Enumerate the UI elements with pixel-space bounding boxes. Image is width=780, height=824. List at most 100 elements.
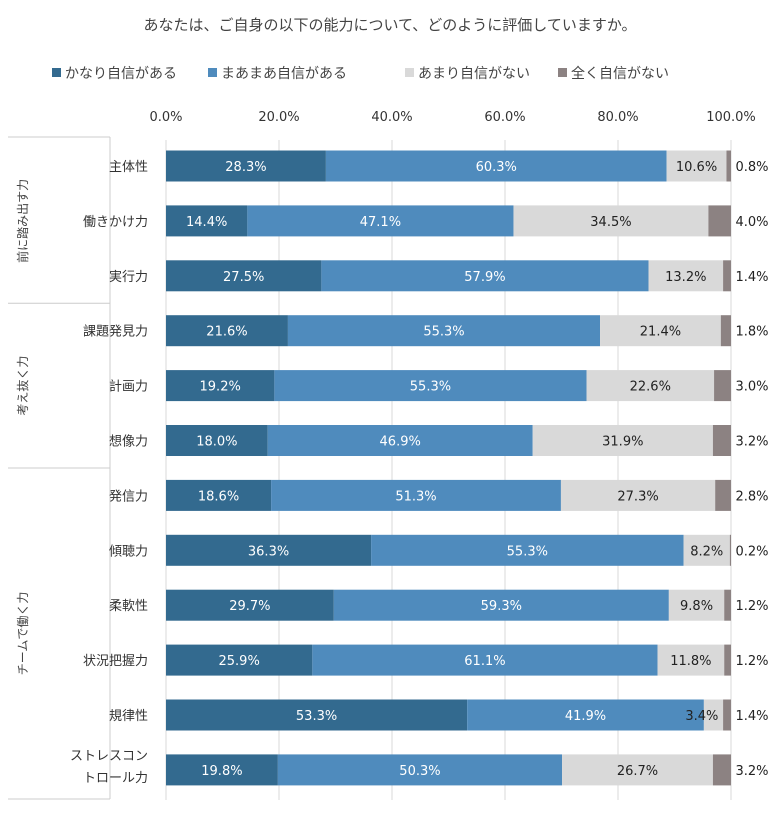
category-label: 主体性 bbox=[109, 160, 148, 175]
legend: かなり自信がある まあまあ自信がある あまり自信がない 全く自信がない bbox=[52, 65, 669, 82]
data-label: 41.9% bbox=[565, 709, 606, 724]
bar-segment bbox=[467, 699, 704, 731]
bar-segment bbox=[657, 644, 725, 676]
data-label: 60.3% bbox=[476, 160, 517, 175]
data-label: 55.3% bbox=[410, 380, 451, 395]
gridlines bbox=[165, 140, 732, 800]
x-tick-label: 100.0% bbox=[706, 110, 756, 125]
data-label: 27.5% bbox=[223, 270, 264, 285]
data-label: 3.2% bbox=[735, 435, 768, 450]
bar-segment bbox=[312, 644, 658, 676]
bar-segment bbox=[715, 479, 731, 511]
data-label: 1.4% bbox=[735, 270, 768, 285]
bar-segment bbox=[321, 260, 649, 292]
bar-segment bbox=[274, 370, 587, 402]
legend-swatch bbox=[208, 68, 217, 77]
data-label: 28.3% bbox=[225, 160, 266, 175]
bar-row: 発信力 18.6% 51.3% 27.3% 2.8% bbox=[109, 479, 769, 511]
data-label: 34.5% bbox=[590, 215, 631, 230]
bar-segment bbox=[714, 370, 731, 402]
bar-segment bbox=[166, 315, 288, 347]
bar-segment bbox=[271, 479, 561, 511]
data-label: 11.8% bbox=[670, 654, 711, 669]
bar-row: ストレスコントロール力 19.8% 50.3% 26.7% 3.2% bbox=[70, 749, 769, 786]
x-tick-label: 40.0% bbox=[371, 110, 412, 125]
bar-segment bbox=[287, 315, 601, 347]
bar-segment bbox=[708, 205, 731, 237]
group-label: 考え抜く力 bbox=[16, 356, 30, 416]
category-label: 発信力 bbox=[109, 489, 148, 504]
data-label: 19.2% bbox=[200, 380, 241, 395]
category-label: 傾聴力 bbox=[109, 544, 148, 559]
data-label: 59.3% bbox=[481, 599, 522, 614]
legend-swatch bbox=[558, 68, 567, 77]
bar-segment bbox=[325, 150, 667, 182]
bar-row: 想像力 18.0% 46.9% 31.9% 3.2% bbox=[109, 425, 769, 456]
data-label: 3.0% bbox=[735, 380, 768, 395]
data-label: 61.1% bbox=[464, 654, 505, 669]
x-tick-label: 0.0% bbox=[149, 110, 182, 125]
data-label: 9.8% bbox=[680, 599, 713, 614]
data-label: 46.9% bbox=[380, 435, 421, 450]
bar-segment bbox=[166, 370, 275, 402]
bar-segment bbox=[648, 260, 724, 292]
bar-segment bbox=[560, 479, 716, 511]
bar-segment bbox=[371, 534, 684, 566]
data-label: 2.8% bbox=[735, 489, 768, 504]
chart-title: あなたは、ご自身の以下の能力について、どのように評価していますか。 bbox=[143, 16, 636, 34]
data-label: 55.3% bbox=[507, 544, 548, 559]
group-label: 前に踏み出す力 bbox=[15, 179, 30, 263]
data-label: 26.7% bbox=[617, 764, 658, 779]
data-label: 22.6% bbox=[630, 380, 671, 395]
x-tick-label: 80.0% bbox=[597, 110, 638, 125]
bar-segment bbox=[683, 534, 730, 566]
bar-segment bbox=[267, 425, 533, 456]
x-axis-ticks: 0.0% 20.0% 40.0% 60.0% 80.0% 100.0% bbox=[149, 110, 755, 125]
bar-segment bbox=[720, 315, 731, 347]
data-label: 21.4% bbox=[640, 325, 681, 340]
bar-segment bbox=[666, 150, 727, 182]
bar-row: 柔軟性 29.7% 59.3% 9.8% 1.2% bbox=[109, 589, 769, 621]
data-label: 3.4% bbox=[685, 709, 718, 724]
category-label: 計画力 bbox=[109, 379, 148, 395]
data-label: 50.3% bbox=[399, 764, 440, 779]
bar-segment bbox=[166, 644, 313, 676]
bar-segment bbox=[723, 699, 731, 731]
data-label: 0.8% bbox=[735, 160, 768, 175]
bar-segment bbox=[166, 754, 278, 786]
bar-segment bbox=[562, 754, 713, 786]
category-label-line: トロール力 bbox=[83, 771, 148, 786]
bar-segment bbox=[600, 315, 721, 347]
bar-segment bbox=[723, 260, 731, 292]
bar-segment bbox=[586, 370, 715, 402]
category-label-line: ストレスコン bbox=[70, 749, 148, 764]
data-label: 4.0% bbox=[735, 215, 768, 230]
data-label: 8.2% bbox=[690, 544, 723, 559]
bar-segment bbox=[724, 644, 731, 676]
bar-row: 計画力 19.2% 55.3% 22.6% 3.0% bbox=[109, 370, 769, 402]
data-label: 51.3% bbox=[395, 489, 436, 504]
bar-segment bbox=[668, 589, 725, 621]
data-label: 31.9% bbox=[602, 435, 643, 450]
group-label: チームで働く力 bbox=[16, 592, 30, 676]
bar-segment bbox=[247, 205, 514, 237]
category-label: 規律性 bbox=[109, 709, 148, 724]
x-tick-label: 60.0% bbox=[484, 110, 525, 125]
data-label: 55.3% bbox=[423, 325, 464, 340]
data-label: 53.3% bbox=[296, 709, 337, 724]
bar-segment bbox=[712, 754, 731, 786]
category-label: 柔軟性 bbox=[109, 598, 148, 614]
category-label: 実行力 bbox=[109, 269, 148, 285]
category-label: ストレスコントロール力 bbox=[70, 749, 148, 786]
bar-segment bbox=[166, 260, 322, 292]
data-label: 3.2% bbox=[735, 764, 768, 779]
bar-segment bbox=[729, 534, 731, 566]
bar-row: 状況把握力 25.9% 61.1% 11.8% 1.2% bbox=[83, 644, 769, 676]
data-label: 0.2% bbox=[735, 544, 768, 559]
data-label: 1.4% bbox=[735, 709, 768, 724]
data-label: 13.2% bbox=[665, 270, 706, 285]
data-label: 1.2% bbox=[735, 599, 768, 614]
data-label: 18.0% bbox=[196, 435, 237, 450]
